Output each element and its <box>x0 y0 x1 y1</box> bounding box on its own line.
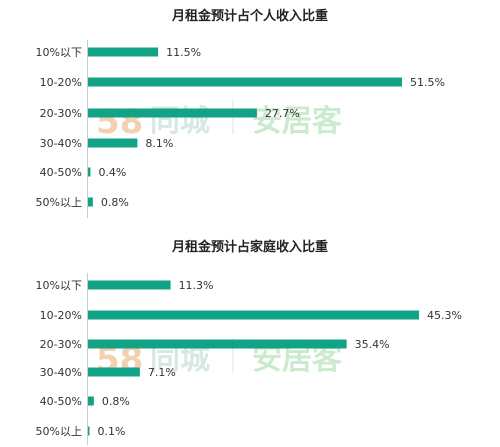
bar <box>88 77 402 87</box>
watermark-divider <box>232 338 234 372</box>
value-label: 0.1% <box>98 425 126 438</box>
bar <box>88 339 347 349</box>
value-label: 27.7% <box>265 107 300 120</box>
bar <box>88 108 257 118</box>
value-label: 45.3% <box>427 309 462 322</box>
category-label: 10%以下 <box>36 46 82 59</box>
category-label: 10-20% <box>40 309 82 322</box>
category-label: 40-50% <box>40 166 82 179</box>
value-label: 0.4% <box>98 166 126 179</box>
category-label: 20-30% <box>40 107 82 120</box>
category-label: 50%以上 <box>36 425 82 438</box>
bar <box>88 310 419 320</box>
chart-personal-income: 月租金预计占个人收入比重 10%以下 11.5% 10-20% 51.5% 20-30%… <box>36 8 445 218</box>
value-label: 8.1% <box>145 137 173 150</box>
bar <box>88 367 140 377</box>
category-label: 10-20% <box>40 76 82 89</box>
category-label: 30-40% <box>40 137 82 150</box>
value-label: 35.4% <box>355 338 390 351</box>
value-label: 11.3% <box>179 279 214 292</box>
bar <box>88 197 93 207</box>
bar <box>88 396 94 406</box>
chart-title: 月租金预计占个人收入比重 <box>171 8 328 24</box>
bar <box>88 280 171 290</box>
watermark-top: 58 同城 安居客 <box>96 100 342 142</box>
category-label: 50%以上 <box>36 196 82 209</box>
category-label: 20-30% <box>40 338 82 351</box>
value-label: 0.8% <box>101 196 129 209</box>
bar <box>88 47 159 57</box>
watermark-brand-anjuke: 安居客 <box>252 104 342 139</box>
value-label: 51.5% <box>410 76 445 89</box>
watermark-logo-58: 58 <box>96 102 143 142</box>
chart-household-income: 月租金预计占家庭收入比重 10%以下 11.3% 10-20% 45.3% 20-30%… <box>36 239 462 445</box>
bar <box>88 167 91 177</box>
bar <box>88 138 138 148</box>
bar <box>88 426 90 436</box>
value-label: 7.1% <box>148 366 176 379</box>
value-label: 0.8% <box>102 395 130 408</box>
value-label: 11.5% <box>166 46 201 59</box>
category-label: 10%以下 <box>36 279 82 292</box>
chart-title: 月租金预计占家庭收入比重 <box>171 239 328 255</box>
category-label: 40-50% <box>40 395 82 408</box>
category-label: 30-40% <box>40 366 82 379</box>
